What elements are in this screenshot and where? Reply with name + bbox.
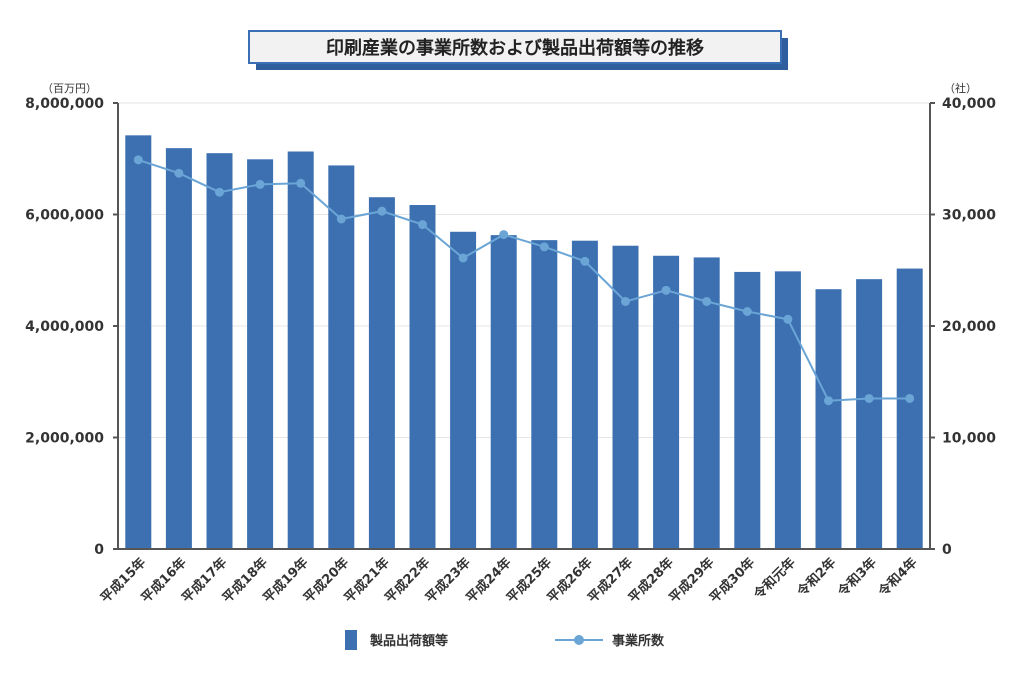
right-tick-label: 10,000 [942, 431, 996, 447]
point-平成30年 [742, 307, 752, 317]
legend-swatch-bar [345, 630, 357, 650]
bar-平成24年 [490, 235, 517, 549]
bar-平成21年 [368, 197, 395, 549]
point-平成20年 [336, 214, 346, 224]
axes [113, 102, 935, 550]
bar-平成25年 [531, 240, 558, 549]
legend-item-bars: 製品出荷額等 [345, 630, 448, 650]
bar-平成27年 [612, 245, 639, 549]
bar-令和4年 [896, 268, 923, 549]
bar-平成30年 [734, 271, 761, 549]
legend-item-line: 事業所数 [555, 633, 665, 649]
point-平成23年 [458, 253, 468, 263]
legend: 製品出荷額等 事業所数 [345, 630, 665, 650]
category-label: 令和2年 [794, 555, 839, 600]
bar-平成28年 [653, 255, 680, 549]
bar-series [125, 135, 923, 550]
point-平成19年 [296, 178, 306, 188]
bar-平成26年 [571, 240, 598, 549]
point-平成15年 [133, 155, 143, 165]
point-平成28年 [661, 285, 671, 295]
point-平成29年 [702, 296, 712, 306]
line-series [133, 155, 915, 406]
right-tick-label: 30,000 [942, 208, 996, 224]
chart-title: 印刷産業の事業所数および製品出荷額等の推移 [326, 37, 704, 59]
category-label: 令和元年 [751, 555, 799, 603]
point-平成24年 [499, 230, 509, 240]
category-label: 令和4年 [875, 555, 920, 600]
left-tick-label: 4,000,000 [25, 319, 104, 335]
legend-label-bars: 製品出荷額等 [369, 633, 448, 649]
category-label: 令和3年 [835, 555, 880, 600]
gridlines [118, 102, 930, 438]
point-令和2年 [824, 396, 833, 406]
right-tick-label: 0 [942, 542, 952, 558]
left-tick-label: 8,000,000 [25, 96, 104, 112]
bar-平成19年 [287, 151, 314, 549]
bar-平成17年 [206, 153, 233, 550]
point-平成16年 [174, 168, 184, 178]
point-令和元年 [783, 314, 793, 324]
point-平成17年 [215, 187, 224, 197]
right-tick-label: 40,000 [942, 96, 996, 112]
point-平成18年 [255, 179, 265, 189]
bar-令和2年 [815, 289, 842, 549]
bar-平成16年 [165, 148, 192, 549]
title-frame [248, 30, 782, 64]
category-label: 平成30年 [706, 555, 758, 607]
point-令和3年 [864, 393, 874, 403]
point-平成27年 [621, 296, 630, 306]
legend-swatch-marker [574, 635, 584, 645]
bar-平成18年 [247, 159, 274, 549]
left-axis-unit: （百万円） [42, 82, 97, 95]
right-axis-unit: （社） [944, 81, 977, 95]
establishments-line [137, 158, 910, 402]
right-tick-label: 20,000 [942, 319, 996, 335]
bar-令和元年 [774, 271, 801, 549]
point-令和4年 [905, 393, 915, 403]
point-平成25年 [539, 242, 549, 252]
tick-labels: 0 2,000,000 4,000,000 6,000,000 8,000,000 0 10… [25, 96, 996, 558]
category-labels: 平成15年平成16年平成17年平成18年平成19年平成20年平成21年平成22年… [97, 555, 920, 607]
bar-平成15年 [125, 135, 152, 549]
bar-平成22年 [409, 205, 436, 549]
point-平成22年 [418, 220, 427, 230]
bar-平成23年 [450, 231, 477, 549]
left-tick-label: 2,000,000 [25, 431, 104, 447]
point-平成21年 [377, 206, 387, 216]
bar-令和3年 [856, 279, 883, 549]
bar-平成29年 [693, 257, 720, 549]
left-tick-label: 0 [94, 542, 104, 558]
chart-title-box: 印刷産業の事業所数および製品出荷額等の推移 [248, 30, 788, 70]
legend-label-line: 事業所数 [612, 633, 665, 649]
point-平成26年 [580, 256, 590, 266]
bar-平成20年 [328, 165, 355, 549]
left-tick-label: 6,000,000 [25, 208, 104, 224]
